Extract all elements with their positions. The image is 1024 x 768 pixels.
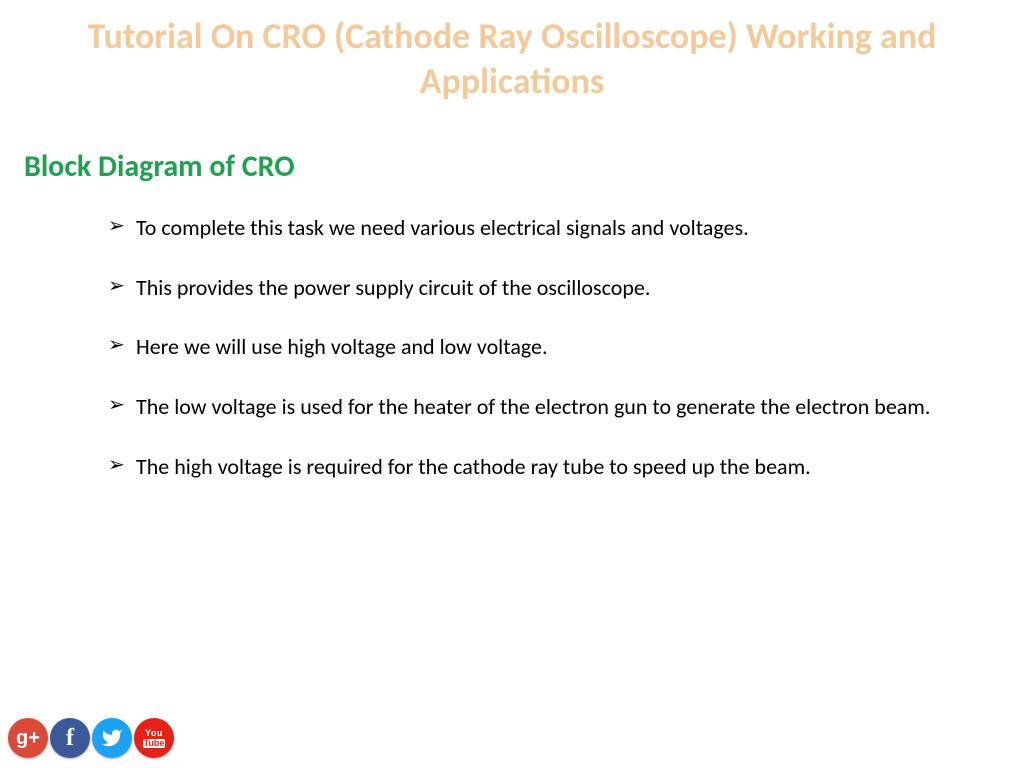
social-bar: g+ f You Tube: [8, 718, 174, 758]
list-item: To complete this task we need various el…: [108, 213, 964, 243]
twitter-icon[interactable]: [92, 718, 132, 758]
bullet-list: To complete this task we need various el…: [0, 185, 1024, 481]
list-item: Here we will use high voltage and low vo…: [108, 332, 964, 362]
googleplus-icon[interactable]: g+: [8, 718, 48, 758]
youtube-icon[interactable]: You Tube: [134, 718, 174, 758]
list-item: This provides the power supply circuit o…: [108, 273, 964, 303]
youtube-label-top: You: [143, 729, 166, 738]
list-item: The low voltage is used for the heater o…: [108, 392, 964, 422]
list-item: The high voltage is required for the cat…: [108, 452, 964, 482]
youtube-label-bottom: Tube: [143, 739, 166, 748]
facebook-icon[interactable]: f: [50, 718, 90, 758]
page-title: Tutorial On CRO (Cathode Ray Oscilloscop…: [0, 0, 1024, 104]
section-heading: Block Diagram of CRO: [0, 104, 1024, 185]
twitter-bird-icon: [101, 727, 123, 749]
